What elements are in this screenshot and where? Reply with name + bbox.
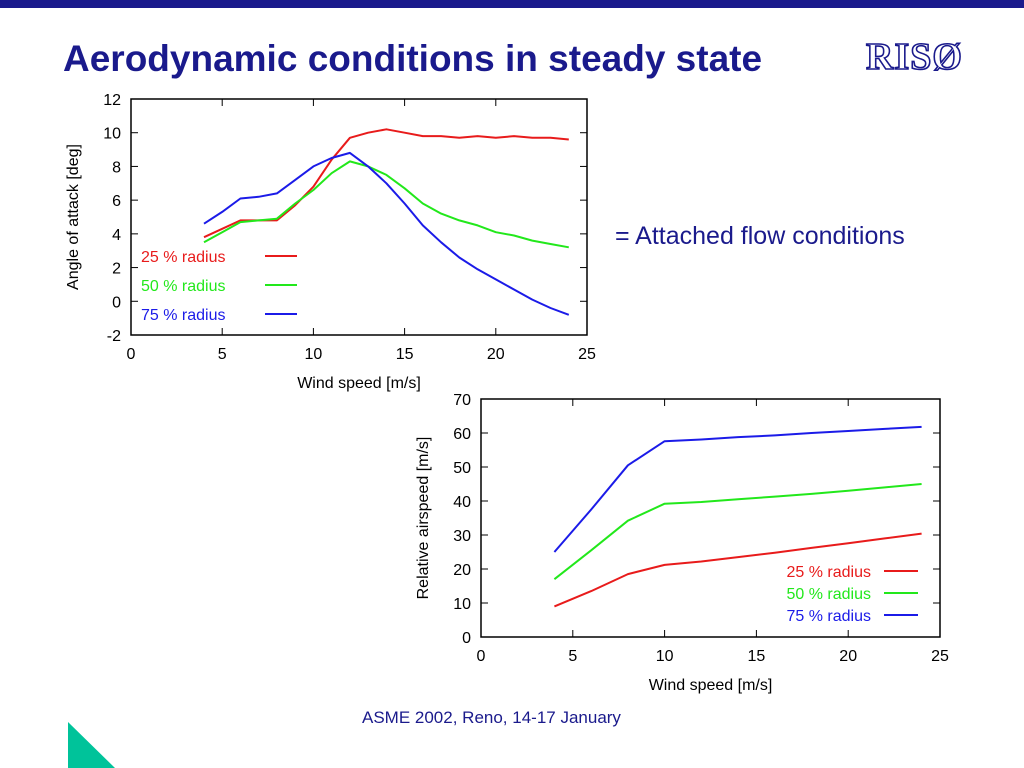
legend-label: 25 % radius [141, 249, 226, 266]
y-tick-label: -2 [107, 328, 121, 345]
y-tick-label: 40 [453, 494, 471, 511]
x-tick-label: 10 [656, 648, 674, 665]
y-tick-label: 0 [462, 630, 471, 647]
series-line-2 [203, 160, 569, 249]
legend-label: 25 % radius [787, 564, 872, 581]
y-tick-label: 10 [453, 596, 471, 613]
y-tick-label: 6 [112, 193, 121, 210]
x-tick-label: 25 [931, 648, 949, 665]
y-tick-label: 50 [453, 460, 471, 477]
legend-label: 75 % radius [787, 608, 872, 625]
x-tick-label: 20 [839, 648, 857, 665]
plot-frame [480, 398, 941, 638]
y-axis-label: Relative airspeed [m/s] [415, 437, 432, 600]
y-tick-label: 10 [103, 126, 121, 143]
x-axis-label: Wind speed [m/s] [649, 677, 773, 694]
x-tick-label: 15 [396, 346, 414, 363]
series-line-3 [203, 151, 570, 316]
footer-text: ASME 2002, Reno, 14-17 January [362, 708, 621, 727]
y-tick-label: 4 [112, 227, 121, 244]
plot-frame [130, 98, 588, 336]
attached-flow-note: = Attached flow conditions [615, 222, 905, 250]
series-line-1 [554, 532, 922, 608]
slide-title: Aerodynamic conditions in steady state [63, 38, 763, 79]
y-tick-label: 60 [453, 426, 471, 443]
x-tick-label: 20 [487, 346, 505, 363]
y-tick-label: 2 [112, 261, 121, 278]
x-tick-label: 25 [578, 346, 596, 363]
y-tick-label: 0 [112, 294, 121, 311]
x-tick-label: 5 [218, 346, 227, 363]
series-line-3 [553, 425, 922, 553]
legend-label: 50 % radius [787, 586, 872, 603]
series-line-2 [553, 483, 922, 580]
y-tick-label: 12 [103, 92, 121, 109]
legend-label: 50 % radius [141, 278, 226, 295]
y-tick-label: 8 [112, 159, 121, 176]
chart-2-group: 0 5 10 15 20 25 0 10 20 30 40 50 60 70 Wind speed [m/s… [415, 392, 949, 694]
logo-area [862, 8, 1024, 100]
corner-triangle-icon [68, 722, 115, 768]
x-axis-label: Wind speed [m/s] [297, 375, 421, 392]
chart-1-group: 0 5 10 15 20 25 -2 0 2 4 6 8 10 12 Wind speed [m/s] Ang… [65, 92, 596, 392]
x-tick-label: 10 [305, 346, 323, 363]
y-tick-label: 20 [453, 562, 471, 579]
x-tick-label: 5 [568, 648, 577, 665]
x-tick-label: 0 [477, 648, 486, 665]
legend-label: 75 % radius [141, 307, 226, 324]
riso-logo: RISØ [865, 36, 963, 78]
x-tick-label: 0 [127, 346, 136, 363]
top-bar [0, 0, 1024, 8]
x-tick-label: 15 [748, 648, 766, 665]
y-tick-label: 30 [453, 528, 471, 545]
y-tick-label: 70 [453, 392, 471, 409]
y-axis-label: Angle of attack [deg] [65, 144, 82, 290]
